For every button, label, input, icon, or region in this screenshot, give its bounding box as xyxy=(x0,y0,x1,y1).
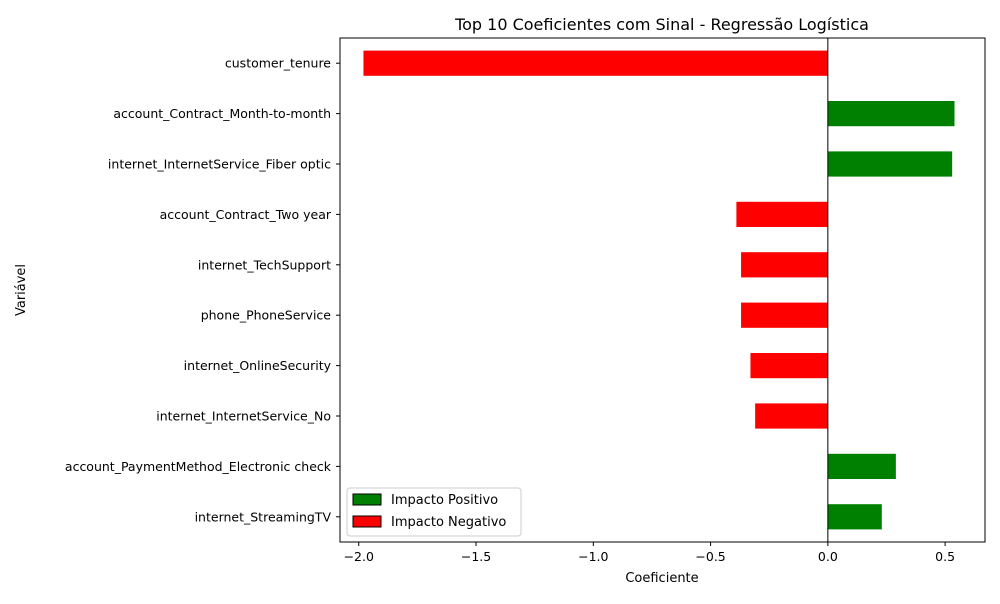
x-axis-label: Coeficiente xyxy=(625,571,698,586)
y-tick-label: internet_StreamingTV xyxy=(195,509,332,524)
legend-box xyxy=(346,487,522,537)
y-axis-label: Variável xyxy=(14,264,29,316)
bar-8 xyxy=(827,453,896,479)
x-tick-label: −0.5 xyxy=(695,549,725,564)
x-tick-layer: −2.0 −1.5 −1.0 −0.5 0.0 0.5 xyxy=(344,542,955,564)
y-tick-label: phone_PhoneService xyxy=(201,308,332,323)
bar-9 xyxy=(827,504,882,530)
bar-3 xyxy=(736,201,828,227)
y-tick-label: account_Contract_Month-to-month xyxy=(113,106,331,121)
bar-5 xyxy=(741,302,828,328)
x-tick-label: −1.0 xyxy=(578,549,608,564)
bar-0 xyxy=(363,50,828,76)
bar-1 xyxy=(827,101,955,127)
x-tick-label: −1.5 xyxy=(461,549,491,564)
y-tick-label: account_Contract_Two year xyxy=(160,207,332,222)
y-tick-label: internet_OnlineSecurity xyxy=(184,358,332,373)
bars-layer xyxy=(363,38,955,542)
y-tick-layer: customer_tenure account_Contract_Month-to… xyxy=(65,56,340,524)
plot-frame xyxy=(339,37,986,543)
legend-label-negative: Impacto Negativo xyxy=(391,515,506,530)
y-tick-label: internet_InternetService_No xyxy=(156,409,331,424)
x-tick-label: 0.0 xyxy=(818,549,838,564)
y-tick-label: account_PaymentMethod_Electronic check xyxy=(65,459,332,474)
y-tick-label: internet_TechSupport xyxy=(198,257,331,272)
legend-label-positive: Impacto Positivo xyxy=(391,493,498,508)
legend-swatch-negative xyxy=(352,515,382,528)
x-tick-label: 0.5 xyxy=(935,549,955,564)
bar-6 xyxy=(750,353,828,379)
chart-title: Top 10 Coeficientes com Sinal - Regressã… xyxy=(454,15,869,34)
legend-swatch-positive xyxy=(352,493,382,506)
bar-7 xyxy=(755,403,828,429)
bar-4 xyxy=(741,252,828,278)
x-tick-label: −2.0 xyxy=(344,549,374,564)
y-tick-label: internet_InternetService_Fiber optic xyxy=(108,157,331,172)
bar-2 xyxy=(827,151,953,177)
y-tick-label: customer_tenure xyxy=(225,56,331,71)
legend: Impacto Positivo Impacto Negativo xyxy=(346,487,522,537)
